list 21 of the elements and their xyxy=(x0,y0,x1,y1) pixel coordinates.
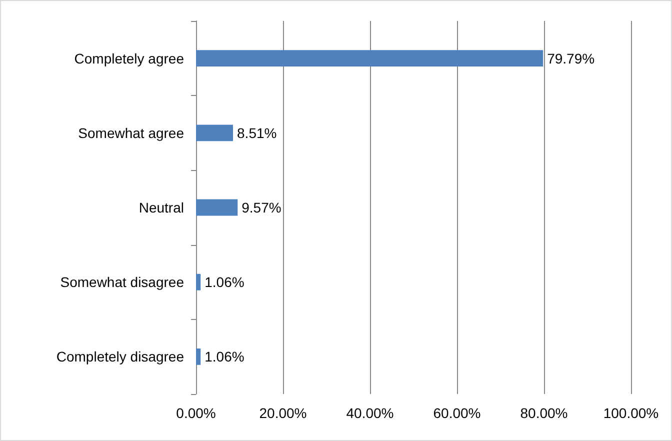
y-tick-label: Somewhat disagree xyxy=(60,274,184,290)
data-label: 1.06% xyxy=(204,348,244,365)
x-tick-label: 80.00% xyxy=(520,405,568,421)
x-tick-label: 20.00% xyxy=(259,405,307,421)
bar xyxy=(196,348,201,365)
data-label: 9.57% xyxy=(242,200,282,216)
y-tick-label: Completely disagree xyxy=(56,348,184,365)
x-tick-label: 60.00% xyxy=(433,405,481,421)
data-label: 1.06% xyxy=(204,274,244,290)
bar xyxy=(196,274,201,290)
x-tick-label: 0.00% xyxy=(176,405,216,421)
data-label: 79.79% xyxy=(547,50,595,66)
bar xyxy=(196,124,234,142)
y-tick-label: Completely agree xyxy=(74,50,184,66)
data-label: 8.51% xyxy=(237,124,277,141)
y-tick-label: Somewhat agree xyxy=(78,124,184,141)
y-tick-label: Neutral xyxy=(138,200,184,216)
bar xyxy=(196,50,544,67)
x-tick-label: 100.00% xyxy=(603,405,659,421)
bar xyxy=(196,199,238,216)
x-tick-label: 40.00% xyxy=(346,405,394,421)
